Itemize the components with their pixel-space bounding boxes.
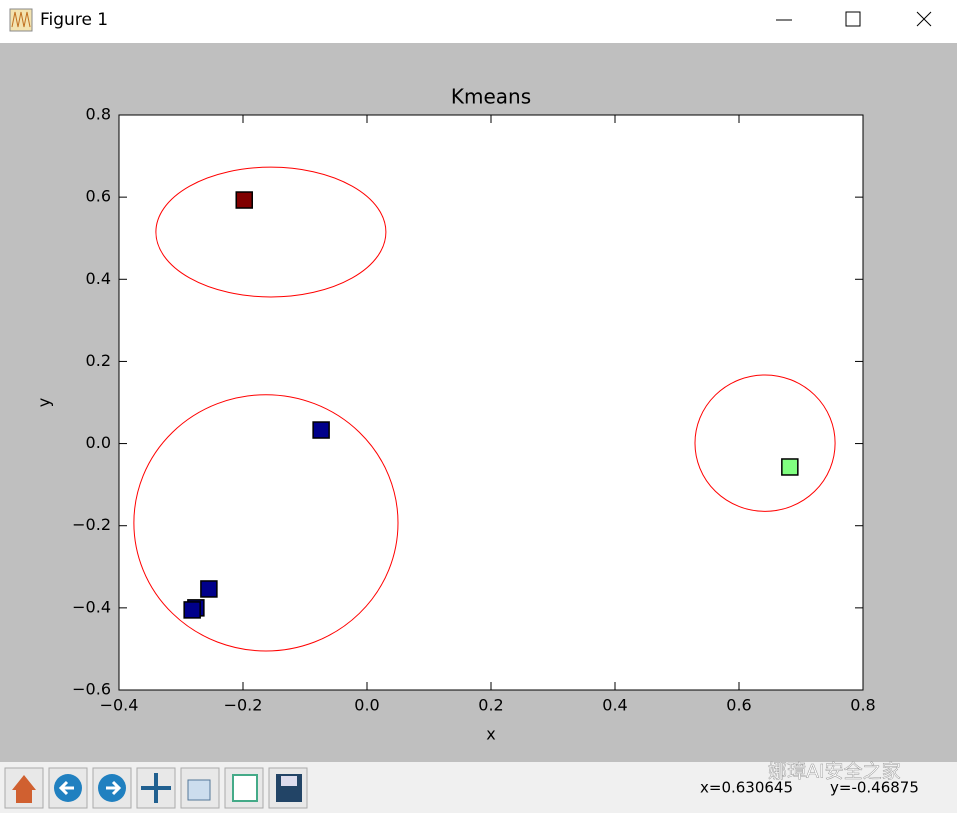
pan-icon	[141, 773, 171, 803]
title-bar	[0, 0, 957, 43]
back-arrow	[58, 780, 74, 796]
y-axis-label: y	[35, 398, 54, 407]
save-icon-label	[281, 776, 297, 786]
subplots-icon	[232, 774, 258, 802]
point	[183, 601, 201, 619]
x-tick-label: −0.4	[100, 696, 139, 715]
status-x: x=0.630645	[700, 779, 793, 797]
plot-area	[119, 115, 863, 690]
toolbar-buttons	[4, 767, 308, 809]
x-tick-label: 0.6	[726, 696, 751, 715]
point	[312, 421, 330, 439]
cluster-circle	[694, 374, 836, 512]
forward-arrow	[106, 780, 122, 796]
maximize-button[interactable]	[845, 11, 861, 27]
watermark: 娜璋AI安全之家	[768, 761, 901, 783]
point	[781, 458, 799, 476]
home-icon	[12, 775, 36, 803]
y-tick-label: 0.8	[86, 105, 111, 124]
y-tick-label: −0.6	[72, 680, 111, 699]
x-tick-label: 0.4	[602, 696, 627, 715]
point	[200, 580, 218, 598]
y-tick-label: 0.2	[86, 351, 111, 370]
window-title: Figure 1	[40, 10, 108, 30]
point	[235, 191, 253, 209]
plot-frame	[118, 114, 864, 691]
y-tick-label: 0.6	[86, 187, 111, 206]
x-tick-label: 0.2	[478, 696, 503, 715]
status-y: y=-0.46875	[830, 779, 919, 797]
cluster-circle	[133, 394, 399, 652]
zoom-icon	[187, 779, 211, 801]
x-tick-label: 0.0	[354, 696, 379, 715]
y-tick-label: 0.0	[86, 433, 111, 452]
y-tick-label: 0.4	[86, 269, 111, 288]
y-tick-label: −0.2	[72, 515, 111, 534]
x-tick-label: 0.8	[850, 696, 875, 715]
x-axis-label: x	[486, 725, 495, 744]
app-icon-wave	[11, 11, 31, 28]
cluster-circle	[155, 166, 387, 298]
close-button[interactable]	[916, 11, 932, 27]
x-tick-label: −0.2	[224, 696, 263, 715]
chart-title: Kmeans	[451, 85, 531, 109]
y-tick-label: −0.4	[72, 597, 111, 616]
